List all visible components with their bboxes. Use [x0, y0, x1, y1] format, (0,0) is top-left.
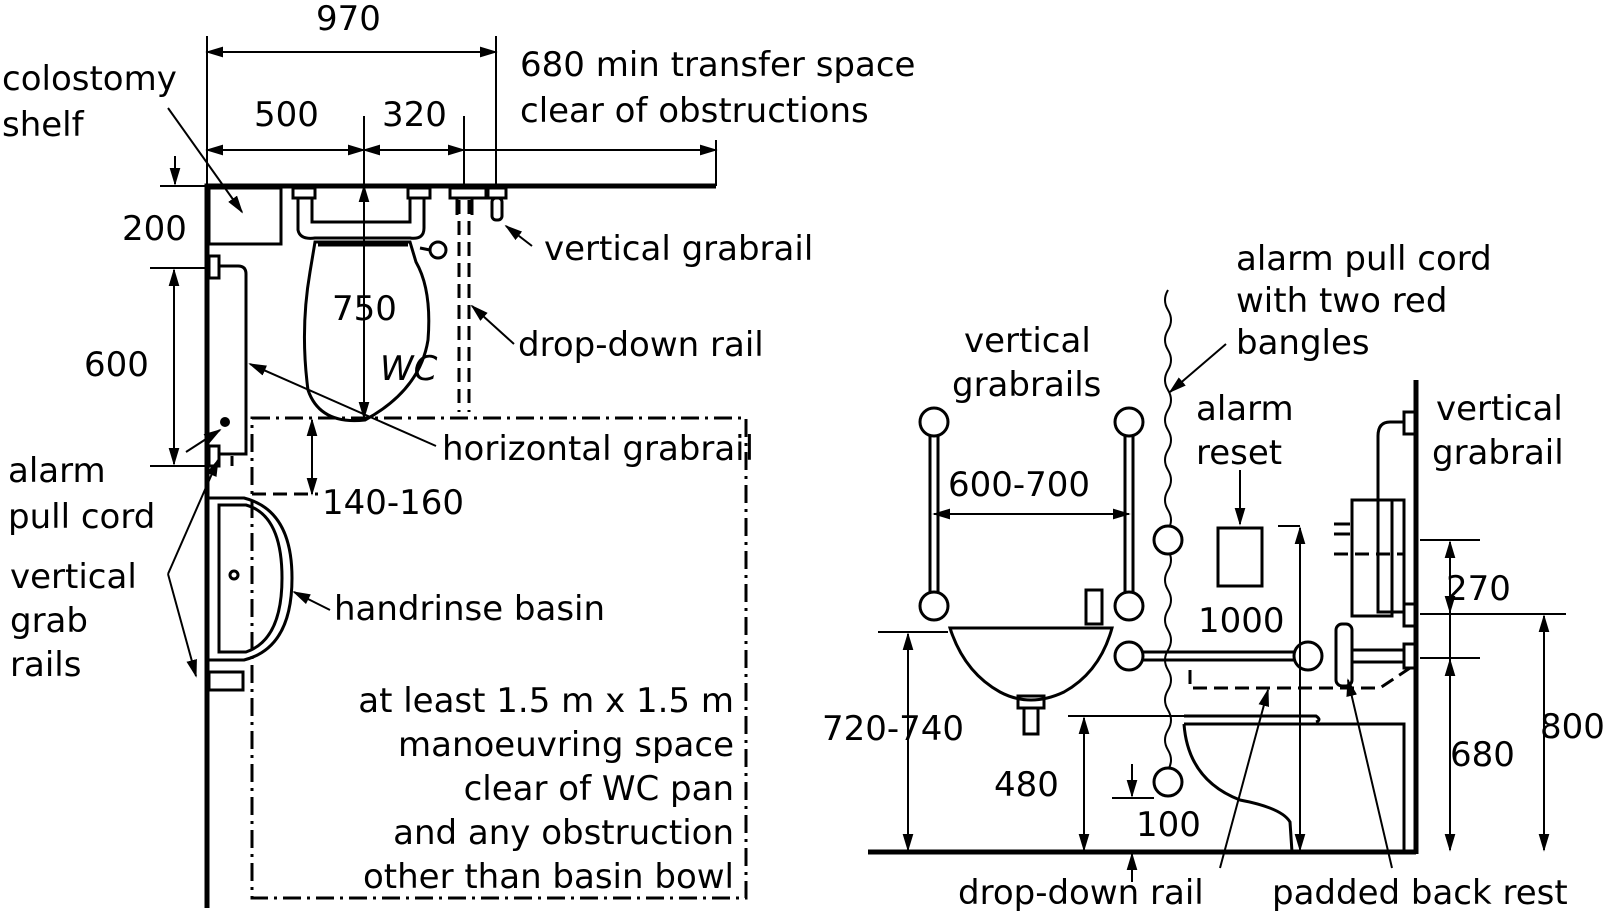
drop-down-rail-label-elevation: drop-down rail: [958, 873, 1204, 913]
space-label-1: at least 1.5 m x 1.5 m: [358, 681, 734, 721]
alarm-reset-label-2: reset: [1196, 433, 1282, 473]
dim-500: 500: [254, 95, 319, 135]
handrinse-basin-label: handrinse basin: [334, 589, 605, 629]
dim-1000: 1000: [1198, 601, 1285, 641]
wall-vertical-grabrail: [1334, 410, 1418, 628]
handrinse-basin-plan: [209, 496, 294, 662]
padded-back-rest-label: padded back rest: [1272, 873, 1568, 913]
space-label-3: clear of WC pan: [464, 769, 734, 809]
dim-800: 800: [1540, 707, 1605, 747]
space-label-2: manoeuvring space: [398, 725, 734, 765]
right-vertical-grabrail-label-2: grabrail: [1432, 433, 1564, 473]
wc-cistern: [291, 186, 448, 260]
handrinse-basin-elevation: [947, 588, 1114, 736]
dim-270: 270: [1446, 569, 1511, 609]
alarm-cord-label-2: with two red: [1236, 281, 1447, 321]
vertical-grabrail-label: vertical grabrail: [544, 229, 813, 269]
alarm-cord-label-1: alarm pull cord: [1236, 239, 1492, 279]
alarm-pull-cord-label-2: pull cord: [8, 497, 155, 537]
dim-680: 680: [1450, 735, 1515, 775]
vertical-grabrails-label-1: vertical: [964, 321, 1091, 361]
alarm-pull-cord-plan: [220, 417, 230, 427]
elevation-view: vertical grabrails 600-700 alarm pull co…: [822, 239, 1605, 913]
padded-back-rest: [1334, 622, 1418, 688]
space-label-5: other than basin bowl: [363, 857, 734, 897]
colostomy-label-2: shelf: [2, 105, 85, 145]
dim-140-160: 140-160: [322, 483, 464, 523]
elevation-leaders: [1168, 343, 1393, 869]
horizontal-grabrail-plan: [207, 254, 248, 468]
vertical-grabrails-label-2: grabrails: [952, 365, 1101, 405]
right-vertical-grabrail-label-1: vertical: [1436, 389, 1563, 429]
dim-320: 320: [382, 95, 447, 135]
dim-720-740: 720-740: [822, 709, 964, 749]
transfer-space-label-1: 680 min transfer space: [520, 45, 915, 85]
vertical-grab-rails-label-3: rails: [10, 645, 81, 685]
plan-dimensions: [150, 36, 718, 496]
drop-down-rail-elevation: [1113, 640, 1411, 690]
wc-pan-elevation: [1182, 714, 1406, 853]
alarm-reset-label-1: alarm: [1196, 389, 1294, 429]
alarm-reset-box: [1216, 526, 1264, 588]
alarm-cord-label-3: bangles: [1236, 323, 1370, 363]
vertical-grabrail-fixing: [448, 186, 508, 222]
alarm-bangle-lower: [1152, 766, 1184, 798]
basin-vertical-grabrails: [918, 406, 1145, 622]
dim-750: 750: [332, 289, 397, 329]
dim-200: 200: [122, 209, 187, 249]
wc-label: WC: [380, 349, 438, 389]
horizontal-grabrail-label: horizontal grabrail: [442, 429, 754, 469]
elevation-dimensions: [878, 508, 1566, 882]
alarm-bangle-upper: [1152, 524, 1184, 556]
dim-100: 100: [1136, 805, 1201, 845]
plan-view: 970 500 320 680 min transfer space clear…: [2, 0, 915, 908]
dim-600: 600: [84, 345, 149, 385]
colostomy-label-1: colostomy: [2, 59, 177, 99]
dim-970: 970: [316, 0, 381, 39]
space-label-4: and any obstruction: [393, 813, 734, 853]
dim-480: 480: [994, 765, 1059, 805]
dim-600-700: 600-700: [948, 465, 1090, 505]
vertical-grab-rails-label-1: vertical: [10, 557, 137, 597]
drop-down-rail-label: drop-down rail: [518, 325, 764, 365]
alarm-pull-cord-label-1: alarm: [8, 451, 106, 491]
vertical-grab-rails-label-2: grab: [10, 601, 88, 641]
wc-pan: [302, 240, 431, 423]
lower-grabrail-fixing: [207, 670, 245, 692]
colostomy-shelf: [207, 186, 283, 246]
transfer-space-label-2: clear of obstructions: [520, 91, 869, 131]
plan-leaders: [167, 107, 533, 678]
